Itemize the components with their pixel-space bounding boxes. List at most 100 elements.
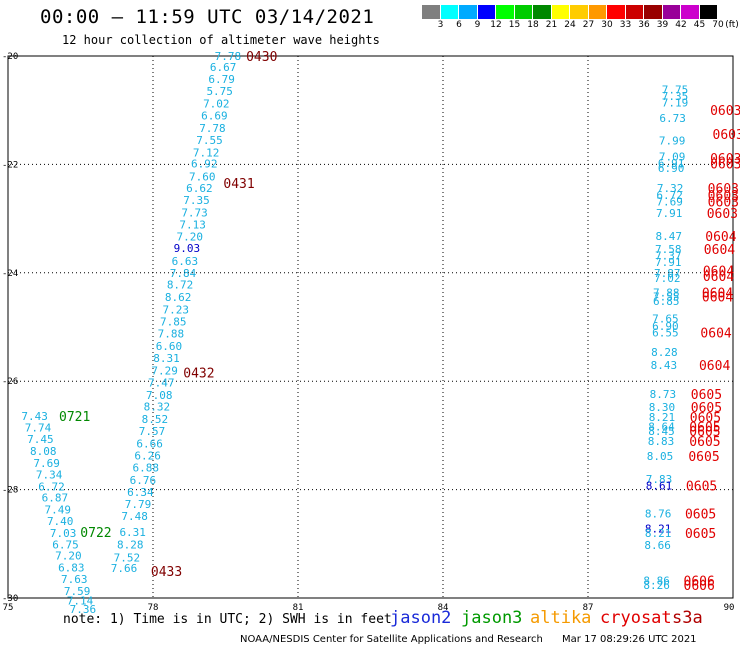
swh-value: 6.67 [210,61,237,74]
legend-swatch [496,5,515,19]
swh-value: 7.20 [55,550,82,563]
legend-swatch [662,5,681,19]
legend-label: 27 [582,20,595,30]
swh-value: 6.69 [201,110,228,123]
legend-swatch [477,5,496,19]
legend-label: 24 [564,20,576,30]
swh-value: 7.20 [176,230,203,243]
swh-value: 7.19 [662,97,689,110]
swh-value: 7.35 [183,194,210,207]
swh-value: 7.69 [33,457,60,470]
swh-value: 7.08 [146,389,173,402]
swh-value: 7.14 [67,595,94,608]
swh-value: 7.63 [61,573,88,586]
swh-value: 8.21 [645,527,672,540]
legend-swatch [588,5,607,19]
legend-label: 21 [545,20,558,30]
legend-unit: (ft) [725,20,739,30]
legend-labels: 3 6 9 12 15 18 21 24 27 30 33 36 39 42 45 70 (ft) [422,19,739,33]
pass-time: 0603 [710,152,740,167]
swh-value: 6.55 [652,326,679,339]
swh-value: 7.88 [158,328,185,341]
swh-value: 7.45 [27,433,54,446]
swh-value: 7.43 [21,410,48,423]
swh-value: 7.84 [170,267,197,280]
swh-value: 7.35 [662,90,689,103]
legend-swatch [607,5,626,19]
swh-value: 7.75 [662,84,689,97]
mission-jason2: jason2 [390,608,452,628]
swh-value: 7.49 [45,504,72,517]
swh-value: 7.32 [657,182,684,195]
swh-value: 6.62 [186,182,213,195]
swh-value: 8.26 [643,579,670,592]
swh-value: 8.73 [650,388,677,401]
swh-value: 6.66 [136,438,163,451]
pass-time: 0605 [686,479,717,494]
legend-swatch [625,5,644,19]
swh-value: 6.72 [38,480,65,493]
y-tick-label: -24 [2,269,18,279]
swh-value: 7.47 [148,376,175,389]
pass-time: 0431 [223,177,254,192]
mission-altika: altika [530,608,592,628]
pass-time: 0603 [708,189,739,204]
map-grid [7,55,734,599]
legend-swatch [422,5,441,19]
swh-value: 6.31 [119,526,146,539]
legend-swatch [681,5,700,19]
swh-value: 8.43 [651,359,678,372]
y-tick-label: -28 [2,486,18,496]
swh-value: 8.61 [646,479,673,492]
pass-time: 0603 [707,207,738,222]
x-tick-label: 84 [438,603,449,613]
x-tick-label: 78 [148,603,159,613]
swh-value: 8.76 [645,507,672,520]
legend-label: 30 [601,20,613,30]
swh-value: 8.66 [644,539,671,552]
pass-time: 0605 [689,435,720,450]
swh-value: 7.91 [655,256,682,269]
legend-swatch [699,5,718,19]
legend-label: 15 [508,20,521,30]
legend-label: 33 [619,20,632,30]
pass-time: 0433 [151,565,182,580]
swh-value: 7.34 [36,468,63,481]
pass-time: 0604 [705,230,736,245]
swh-value: 8.05 [647,450,674,463]
pass-time: 0605 [690,411,721,426]
legend-label: 12 [490,20,502,30]
pass-time: 0604 [700,326,731,341]
swh-value: 6.91 [658,157,685,170]
x-tick-label: 75 [3,603,14,613]
swh-value: 8.72 [167,279,194,292]
swh-value: 7.78 [199,122,226,135]
swh-value: 6.75 [52,538,79,551]
pass-time: 0605 [691,401,722,416]
map-frame [7,55,734,599]
pass-time: 0603 [708,195,739,210]
pass-time-labels: 0430043104320433072107220603060306030603… [59,50,740,594]
swh-value: 7.74 [25,421,52,434]
x-tick-label: 87 [583,603,594,613]
swh-value: 7.69 [656,195,683,208]
swh-value: 7.52 [114,551,141,564]
swh-readings: 7.786.676.795.757.026.697.787.557.126.92… [21,50,688,616]
pass-time: 0605 [689,425,720,440]
swh-value: 6.90 [658,162,685,175]
swh-value: 7.29 [151,364,178,377]
legend-label: 18 [527,20,539,30]
x-tick-label: 81 [293,603,304,613]
pass-time: 0603 [713,128,740,143]
swh-value: 6.34 [127,486,154,499]
pass-time: 0604 [704,243,735,258]
legend-label: 36 [638,20,650,30]
swh-value: 7.03 [50,527,77,540]
swh-value: 8.52 [142,413,169,426]
swh-value: 6.73 [659,112,686,125]
footnote: note: 1) Time is in UTC; 2) SWH is in fe… [63,612,392,627]
swh-value: 6.26 [134,449,161,462]
legend-label: 70 [712,20,724,30]
legend-swatch [440,5,459,19]
